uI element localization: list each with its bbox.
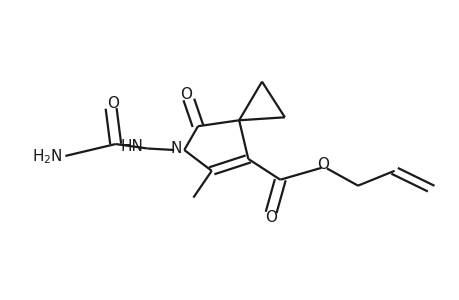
- Text: O: O: [107, 96, 119, 111]
- Text: O: O: [316, 157, 328, 172]
- Text: H$_2$N: H$_2$N: [32, 147, 63, 166]
- Text: O: O: [180, 87, 192, 102]
- Text: O: O: [264, 210, 276, 225]
- Text: N: N: [170, 141, 181, 156]
- Text: HN: HN: [120, 139, 143, 154]
